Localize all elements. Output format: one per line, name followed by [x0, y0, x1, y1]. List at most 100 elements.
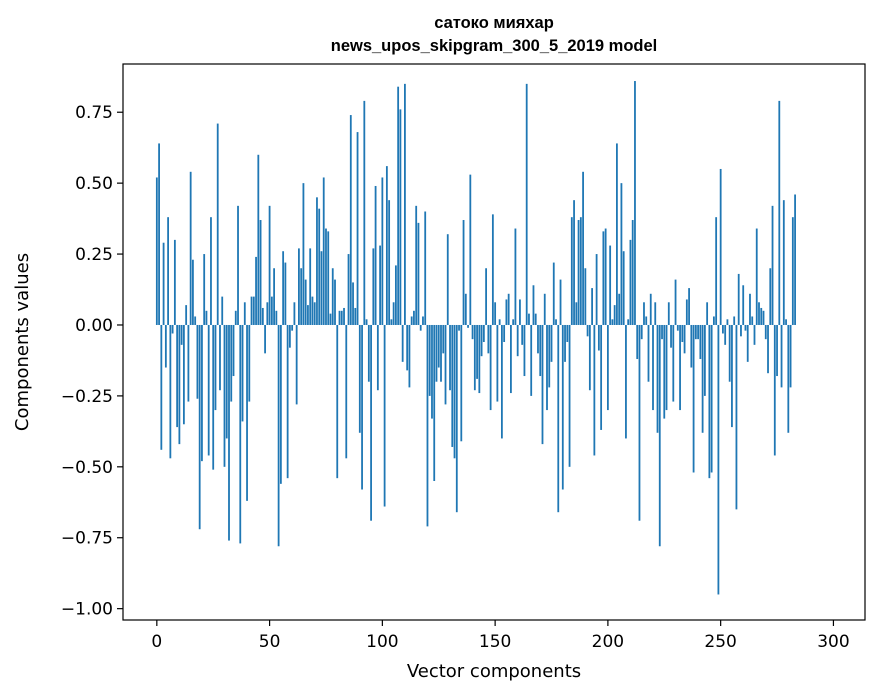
- bar: [462, 220, 465, 325]
- y-tick-label: −0.75: [61, 529, 113, 549]
- bar: [406, 324, 409, 371]
- bar: [243, 302, 246, 325]
- x-axis: 0 50 100 150 200 250 300: [151, 620, 850, 652]
- bar: [708, 324, 711, 479]
- bar: [173, 239, 176, 325]
- bar: [552, 262, 555, 325]
- bar: [365, 319, 368, 325]
- bar: [715, 217, 718, 325]
- bar: [198, 324, 201, 530]
- bar: [201, 324, 203, 462]
- bar: [376, 324, 379, 391]
- bar: [394, 265, 397, 325]
- bar: [478, 324, 481, 394]
- bar: [361, 324, 363, 490]
- bar: [338, 310, 341, 325]
- bar: [573, 200, 575, 325]
- bar: [284, 262, 287, 325]
- bar: [212, 324, 215, 470]
- bar: [415, 205, 418, 325]
- bar: [162, 242, 165, 325]
- bar: [356, 132, 359, 325]
- bar: [216, 123, 219, 325]
- bar: [340, 310, 343, 325]
- bar: [550, 324, 553, 362]
- y-tick-label: −1.00: [61, 600, 113, 620]
- bar: [282, 251, 285, 325]
- bar: [476, 324, 478, 379]
- bar: [304, 279, 307, 325]
- bar: [261, 307, 264, 325]
- x-tick-label: 150: [479, 632, 511, 652]
- bar: [489, 324, 492, 411]
- bar: [428, 324, 431, 396]
- bar: [372, 248, 375, 325]
- bar: [469, 174, 472, 325]
- bar: [703, 324, 706, 396]
- bar: [593, 324, 596, 456]
- bar: [367, 324, 370, 382]
- bar: [728, 324, 731, 382]
- bar: [205, 310, 208, 325]
- bar: [753, 324, 756, 345]
- bar: [431, 324, 433, 419]
- bar: [388, 200, 391, 325]
- bar: [706, 302, 709, 325]
- bar: [413, 310, 415, 325]
- bar: [422, 316, 424, 325]
- bar: [185, 305, 188, 325]
- bar: [510, 324, 512, 394]
- bar: [383, 324, 386, 507]
- bar: [496, 324, 499, 402]
- bar: [577, 220, 580, 325]
- bar: [690, 324, 693, 368]
- bar: [683, 324, 686, 354]
- bar: [246, 324, 248, 501]
- bar: [164, 324, 167, 368]
- bar: [679, 324, 681, 411]
- bar: [491, 214, 494, 325]
- bar: [318, 208, 321, 325]
- bar: [758, 302, 760, 325]
- bar: [697, 324, 699, 340]
- bar: [320, 251, 323, 325]
- bar: [532, 285, 535, 325]
- bar: [661, 324, 663, 340]
- bar: [701, 324, 704, 433]
- chart-subtitle: news_upos_skipgram_300_5_2019 model: [331, 37, 658, 55]
- bar: [586, 324, 589, 337]
- y-tick-label: 0.25: [75, 245, 113, 265]
- bar: [722, 324, 724, 334]
- bar: [349, 115, 352, 325]
- bar: [638, 324, 641, 521]
- bar: [288, 324, 291, 348]
- y-axis-label: Components values: [12, 253, 33, 431]
- bar: [286, 324, 289, 479]
- bar: [791, 217, 794, 325]
- bar: [458, 324, 460, 331]
- bar: [778, 100, 781, 325]
- bar: [667, 302, 670, 325]
- bar: [374, 185, 377, 325]
- bar: [464, 293, 467, 325]
- bar: [787, 324, 790, 433]
- bar: [331, 268, 334, 325]
- bar: [597, 324, 600, 351]
- bar: [566, 324, 569, 342]
- bar: [385, 166, 388, 325]
- bar: [446, 234, 449, 325]
- bar: [352, 282, 354, 325]
- bar: [237, 205, 239, 325]
- bar: [654, 302, 657, 325]
- bar: [546, 324, 548, 411]
- bar: [760, 307, 763, 325]
- bar: [789, 324, 792, 388]
- bar: [726, 319, 729, 325]
- bar: [232, 324, 235, 377]
- bar: [731, 324, 733, 428]
- bar: [498, 319, 501, 325]
- bar: [381, 177, 384, 325]
